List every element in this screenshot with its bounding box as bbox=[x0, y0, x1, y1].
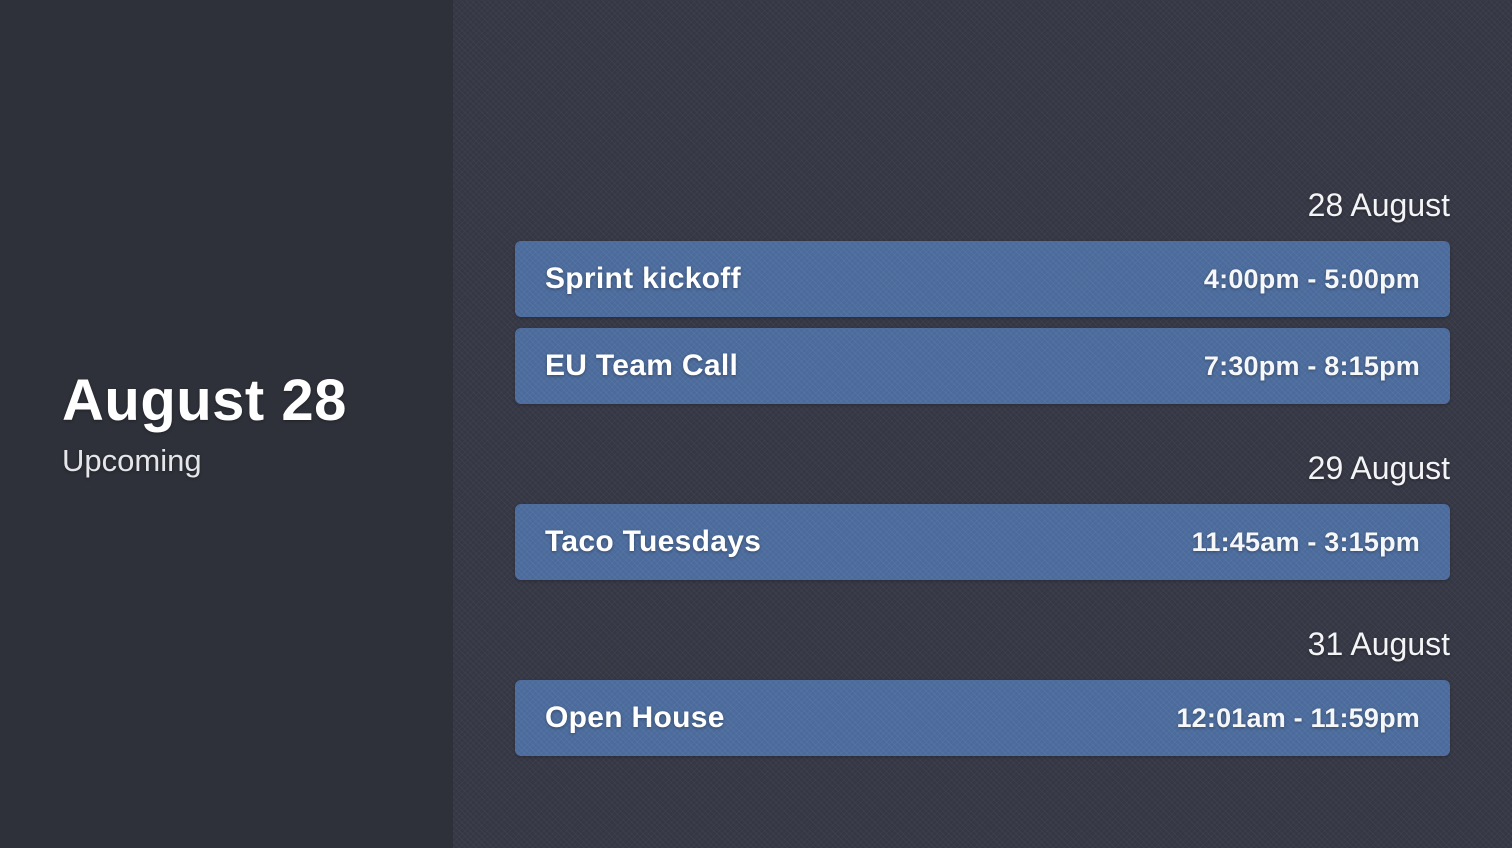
event-row[interactable]: EU Team Call 7:30pm - 8:15pm bbox=[515, 328, 1450, 404]
event-row[interactable]: Open House 12:01am - 11:59pm bbox=[515, 680, 1450, 756]
event-row[interactable]: Taco Tuesdays 11:45am - 3:15pm bbox=[515, 504, 1450, 580]
event-title: Sprint kickoff bbox=[545, 262, 741, 295]
event-row[interactable]: Sprint kickoff 4:00pm - 5:00pm bbox=[515, 241, 1450, 317]
upcoming-label: Upcoming bbox=[62, 443, 202, 478]
day-header: 31 August bbox=[1307, 626, 1450, 662]
event-title: EU Team Call bbox=[545, 349, 739, 382]
current-date-title: August 28 bbox=[62, 368, 347, 433]
event-title: Taco Tuesdays bbox=[545, 525, 762, 558]
agenda-panel: 28 August Sprint kickoff 4:00pm - 5:00pm… bbox=[453, 0, 1512, 848]
agenda-list: 28 August Sprint kickoff 4:00pm - 5:00pm… bbox=[515, 0, 1450, 767]
event-time: 11:45am - 3:15pm bbox=[1191, 526, 1420, 557]
event-title: Open House bbox=[545, 701, 725, 734]
day-header: 28 August bbox=[1307, 187, 1450, 223]
day-header: 29 August bbox=[1307, 450, 1450, 486]
event-time: 12:01am - 11:59pm bbox=[1176, 702, 1420, 733]
event-time: 7:30pm - 8:15pm bbox=[1203, 350, 1420, 381]
current-date-panel: August 28 Upcoming bbox=[0, 0, 453, 848]
event-time: 4:00pm - 5:00pm bbox=[1203, 263, 1420, 294]
